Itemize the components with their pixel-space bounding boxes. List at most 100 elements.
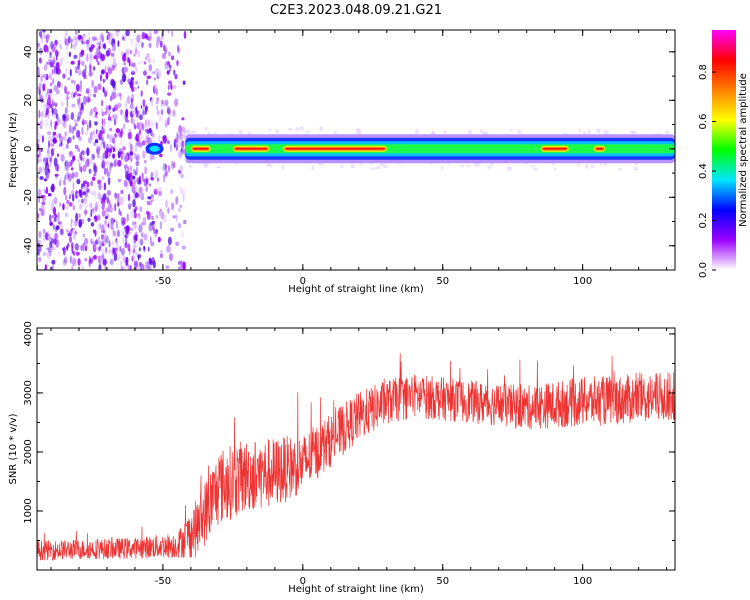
noise-speckle bbox=[84, 202, 87, 211]
noise-speckle bbox=[147, 119, 150, 128]
spectrogram-y-ticks: -40 -20 0 20 40 bbox=[23, 45, 675, 271]
noise-speckle bbox=[120, 137, 123, 147]
noise-speckle bbox=[156, 109, 160, 116]
noise-speckle bbox=[99, 199, 102, 203]
noise-speckle bbox=[73, 125, 77, 131]
noise-speckle bbox=[98, 203, 101, 210]
noise-speckle bbox=[125, 119, 130, 123]
noise-speckle bbox=[141, 31, 146, 38]
noise-speckle bbox=[165, 199, 168, 209]
noise-speckle bbox=[89, 202, 93, 208]
noise-speckle bbox=[138, 261, 142, 267]
noise-speckle bbox=[38, 256, 42, 263]
noise-speckle bbox=[62, 246, 66, 256]
noise-speckle bbox=[45, 186, 49, 194]
noise-speckle bbox=[51, 215, 56, 219]
noise-speckle bbox=[51, 98, 54, 107]
noise-speckle bbox=[141, 32, 146, 40]
noise-speckle bbox=[127, 263, 129, 268]
noise-speckle bbox=[130, 143, 133, 153]
noise-speckle bbox=[37, 39, 40, 44]
noise-speckle bbox=[53, 108, 58, 115]
noise-speckle bbox=[37, 251, 40, 256]
noise-speckle bbox=[119, 92, 122, 101]
noise-speckle bbox=[70, 91, 75, 99]
noise-speckle bbox=[77, 148, 81, 152]
noise-speckle bbox=[104, 90, 108, 98]
noise-speckle bbox=[122, 194, 126, 202]
noise-speckle bbox=[106, 167, 109, 174]
noise-speckle bbox=[130, 50, 132, 55]
signal-blob-core bbox=[149, 145, 160, 152]
noise-speckle bbox=[126, 213, 129, 222]
noise-speckle bbox=[93, 141, 97, 147]
noise-speckle bbox=[106, 196, 110, 204]
noise-speckle bbox=[78, 219, 83, 228]
noise-speckle bbox=[89, 55, 94, 63]
halo-speckle bbox=[603, 129, 610, 136]
noise-speckle bbox=[125, 170, 129, 180]
noise-speckle bbox=[126, 50, 129, 58]
snr-y-tick-label: 4000 bbox=[23, 321, 34, 346]
noise-speckle bbox=[143, 123, 147, 129]
noise-speckle bbox=[150, 241, 155, 247]
noise-speckle bbox=[121, 221, 126, 226]
noise-speckle bbox=[94, 139, 99, 144]
noise-speckle bbox=[134, 206, 138, 211]
halo-speckle bbox=[202, 164, 209, 168]
noise-speckle bbox=[125, 225, 130, 235]
noise-speckle bbox=[43, 103, 47, 111]
noise-speckle bbox=[49, 41, 54, 49]
noise-speckle bbox=[140, 221, 145, 226]
noise-speckle bbox=[132, 247, 136, 253]
noise-speckle bbox=[174, 73, 178, 80]
noise-speckle bbox=[52, 131, 57, 136]
noise-speckle bbox=[139, 206, 143, 212]
noise-speckle bbox=[156, 105, 159, 111]
noise-speckle bbox=[76, 132, 79, 136]
noise-speckle bbox=[93, 190, 97, 198]
noise-speckle bbox=[47, 112, 50, 119]
noise-speckle bbox=[127, 266, 133, 270]
noise-speckle bbox=[38, 109, 41, 119]
noise-speckle bbox=[123, 225, 126, 234]
noise-speckle bbox=[142, 176, 145, 181]
noise-speckle bbox=[114, 191, 117, 200]
noise-speckle bbox=[88, 119, 92, 129]
noise-speckle bbox=[97, 255, 102, 260]
noise-speckle bbox=[115, 30, 120, 37]
noise-speckle bbox=[64, 106, 68, 116]
snr-panel: -50 0 50 100 1000 2000 3000 4000 Height of str… bbox=[8, 321, 676, 595]
noise-speckle bbox=[72, 35, 78, 41]
peak-segment-max bbox=[285, 147, 385, 150]
noise-speckle bbox=[75, 251, 80, 256]
noise-speckle bbox=[153, 87, 157, 95]
noise-speckle bbox=[170, 83, 173, 90]
noise-speckle bbox=[125, 108, 129, 118]
noise-speckle bbox=[80, 198, 85, 204]
noise-speckle bbox=[54, 49, 58, 57]
noise-speckle bbox=[84, 64, 87, 72]
noise-speckle bbox=[47, 230, 50, 238]
noise-speckle bbox=[49, 82, 53, 87]
noise-speckle bbox=[182, 193, 185, 203]
noise-speckle bbox=[99, 223, 102, 229]
noise-speckle bbox=[49, 104, 53, 109]
noise-speckle bbox=[94, 37, 98, 41]
noise-speckle bbox=[163, 173, 166, 183]
noise-speckle bbox=[137, 61, 141, 65]
noise-speckle bbox=[140, 90, 143, 97]
noise-speckle bbox=[130, 210, 134, 219]
noise-speckle bbox=[49, 241, 53, 249]
noise-speckle bbox=[107, 223, 110, 228]
halo-speckle bbox=[267, 163, 273, 168]
noise-speckle bbox=[114, 202, 117, 212]
spectrogram-x-tick-label: 100 bbox=[573, 276, 592, 287]
noise-speckle bbox=[54, 39, 58, 46]
noise-speckle bbox=[69, 68, 72, 77]
spectrogram-y-tick-label: -20 bbox=[23, 189, 34, 205]
noise-speckle bbox=[80, 154, 83, 162]
noise-speckle bbox=[56, 164, 59, 173]
noise-speckle bbox=[82, 118, 85, 126]
